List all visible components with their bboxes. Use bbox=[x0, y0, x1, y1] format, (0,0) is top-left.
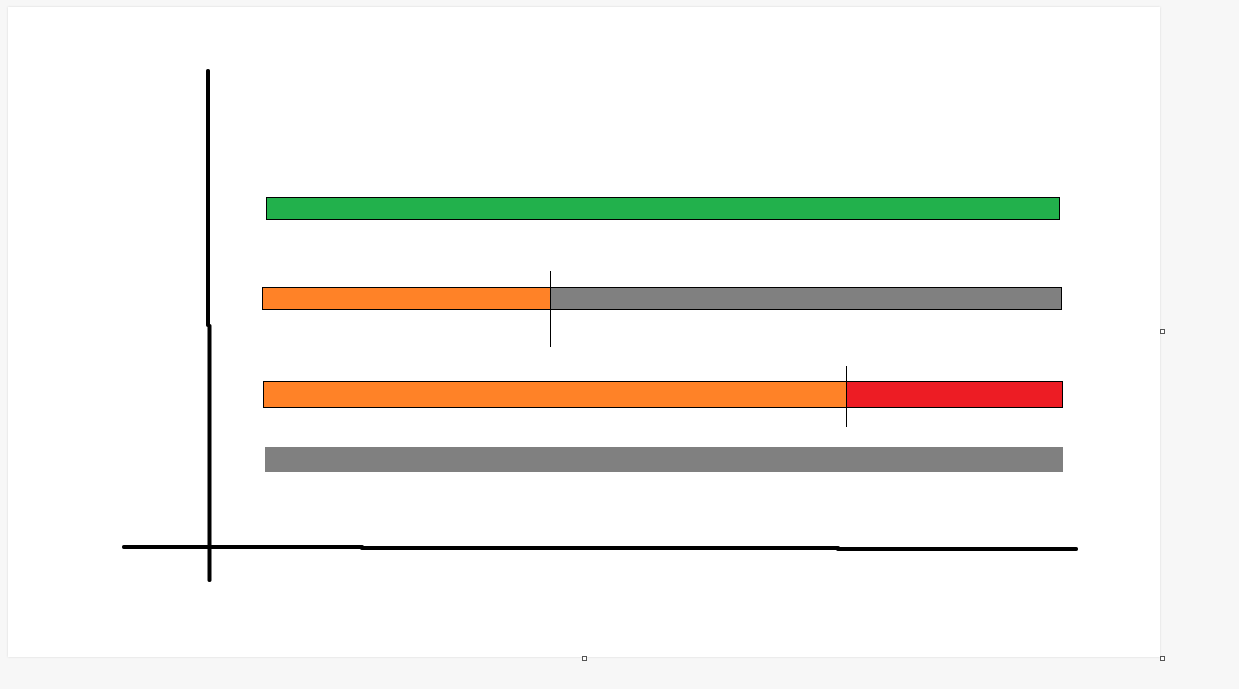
resize-handle-bottom[interactable] bbox=[582, 656, 587, 661]
resize-handle-right[interactable] bbox=[1160, 329, 1165, 334]
gray-bar-2 bbox=[265, 447, 1063, 472]
red-bar bbox=[846, 381, 1063, 408]
axes bbox=[122, 69, 1078, 582]
orange-bar-2 bbox=[263, 381, 847, 408]
orange-bar-1 bbox=[262, 287, 551, 310]
resize-handle-corner[interactable] bbox=[1160, 656, 1165, 661]
gray-bar-1 bbox=[550, 287, 1062, 310]
green-bar bbox=[266, 197, 1060, 220]
